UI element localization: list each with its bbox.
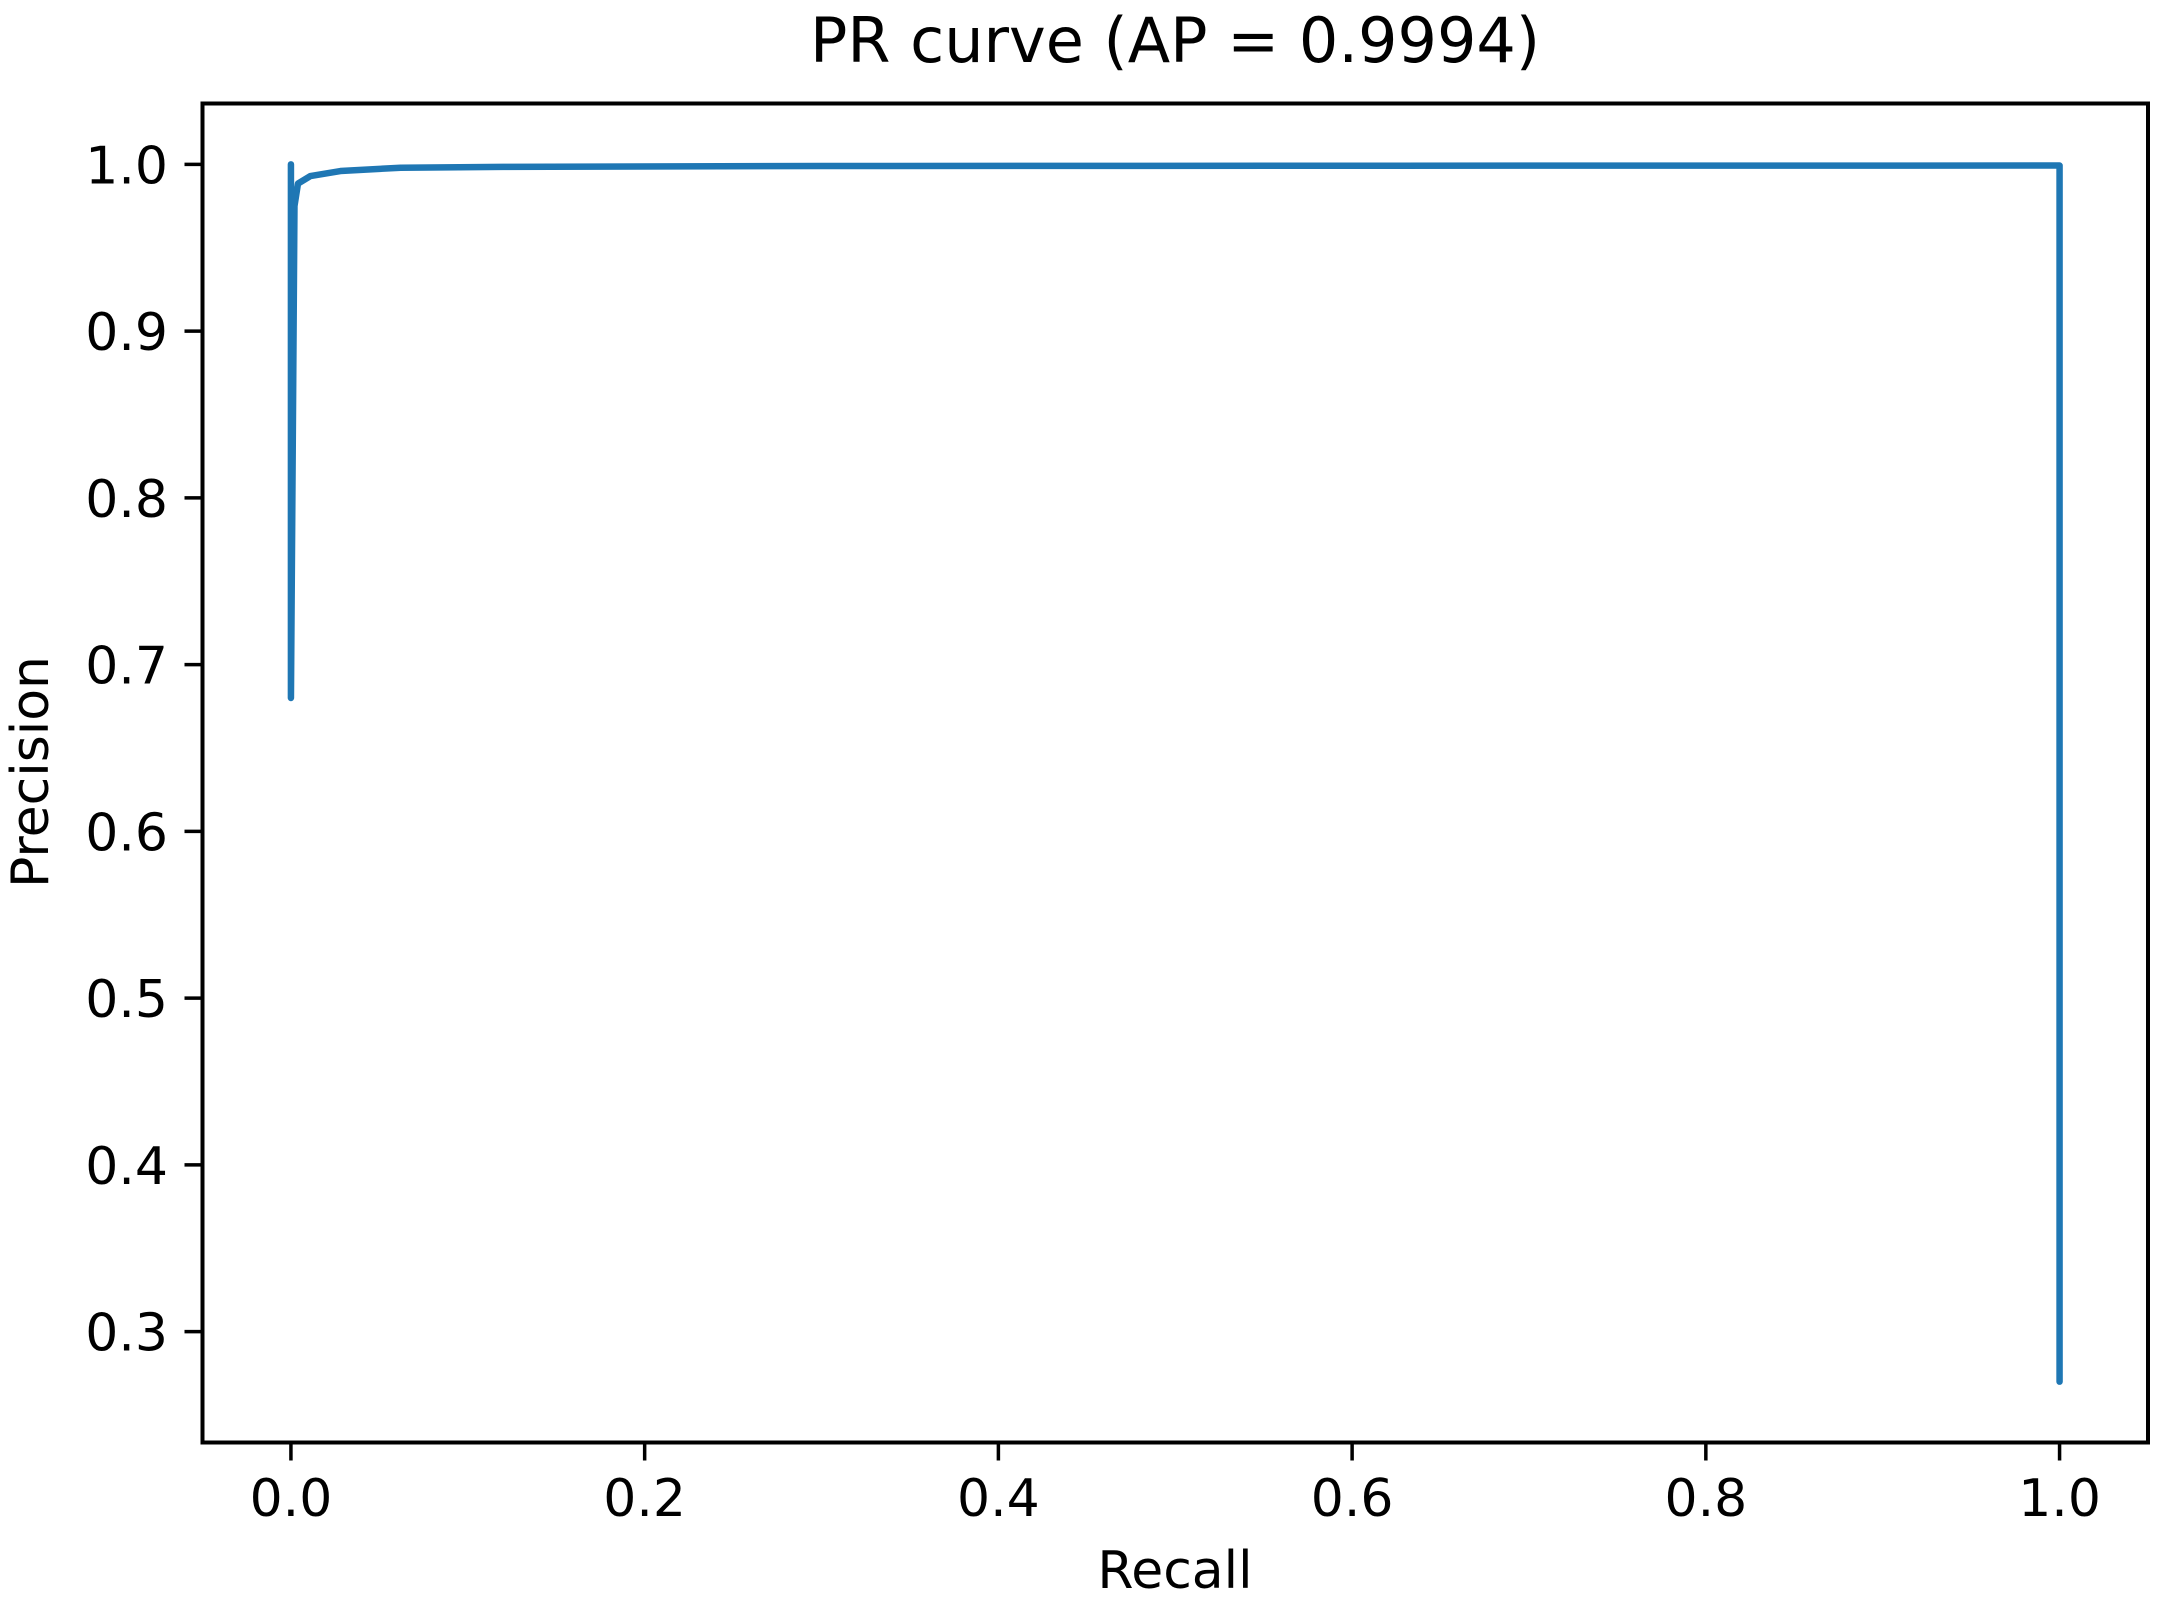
x-tick-label: 0.2	[603, 1469, 686, 1529]
y-tick-label: 0.4	[85, 1137, 168, 1197]
x-tick-label: 1.0	[2018, 1469, 2101, 1529]
y-tick-label: 0.7	[85, 637, 168, 697]
axes-spines	[200, 101, 2150, 1445]
x-tick-label: 0.4	[957, 1469, 1040, 1529]
x-tick-label: 0.0	[250, 1469, 333, 1529]
y-tick-label: 0.9	[85, 303, 168, 363]
y-axis-label: Precision	[1, 656, 61, 888]
x-tick-label: 0.8	[1664, 1469, 1747, 1529]
y-tick-label: 0.3	[85, 1304, 168, 1364]
x-tick-label: 0.6	[1311, 1469, 1394, 1529]
precision-recall-curve-line	[287, 161, 2063, 1385]
y-tick-label: 0.5	[85, 970, 168, 1030]
y-tick-label: 1.0	[85, 136, 168, 196]
chart-title: PR curve (AP = 0.9994)	[810, 4, 1540, 77]
y-tick-label: 0.8	[85, 470, 168, 530]
plot-area: 0.0 0.2 0.4 0.6 0.8 1.0 0.3 0.4 0.5 0.6 0.7 0.8 0.9 1…	[85, 101, 2150, 1529]
x-axis-label: Recall	[1097, 1541, 1252, 1601]
y-tick-label: 0.6	[85, 803, 168, 863]
